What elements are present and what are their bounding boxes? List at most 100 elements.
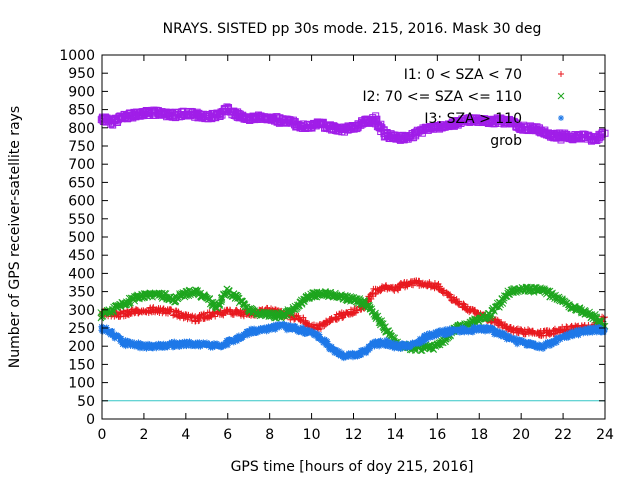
data-point xyxy=(317,336,324,343)
data-point xyxy=(416,340,423,347)
data-point xyxy=(295,329,302,336)
legend-label: I1: 0 < SZA < 70 xyxy=(404,67,522,83)
x-tick-label: 20 xyxy=(512,427,530,443)
data-point xyxy=(215,302,223,309)
data-point xyxy=(248,325,255,332)
y-tick-label: 800 xyxy=(68,121,95,137)
data-point xyxy=(520,338,527,345)
data-point xyxy=(172,298,179,306)
data-point xyxy=(399,340,406,347)
data-point xyxy=(396,343,403,350)
data-point xyxy=(150,304,157,311)
data-point xyxy=(424,333,431,340)
data-point xyxy=(468,329,475,336)
data-point xyxy=(111,335,118,342)
data-point xyxy=(423,336,430,343)
data-point xyxy=(324,340,331,347)
data-point xyxy=(328,344,335,351)
data-point xyxy=(335,315,342,322)
series-3 xyxy=(98,320,608,362)
data-point xyxy=(506,336,513,343)
data-point xyxy=(541,341,548,348)
data-point xyxy=(324,342,331,349)
data-point xyxy=(241,332,248,339)
legend-label: grob xyxy=(490,133,522,149)
data-point xyxy=(324,319,331,326)
data-point xyxy=(218,296,226,304)
data-point xyxy=(339,315,346,322)
data-point xyxy=(339,349,346,356)
data-point xyxy=(170,312,177,319)
data-point xyxy=(546,340,553,347)
data-point xyxy=(355,352,362,359)
data-point xyxy=(390,341,397,348)
data-point xyxy=(366,306,374,313)
legend: I1: 0 < SZA < 70 I2: 70 <= SZA <= 110 I3: … xyxy=(362,67,565,149)
y-tick-label: 150 xyxy=(68,357,95,373)
legend-marker xyxy=(558,71,564,77)
x-tick-label: 10 xyxy=(303,427,321,443)
data-point xyxy=(565,334,572,341)
data-point xyxy=(295,312,302,319)
data-point xyxy=(143,345,150,352)
y-tick-label: 250 xyxy=(68,321,95,337)
y-tick-label: 450 xyxy=(68,248,95,264)
data-point xyxy=(164,344,171,351)
data-point xyxy=(592,324,599,331)
data-point xyxy=(159,306,166,313)
data-point xyxy=(248,330,255,337)
x-tick-label: 24 xyxy=(596,427,614,443)
data-point xyxy=(400,344,407,351)
data-point xyxy=(301,327,308,334)
data-point xyxy=(230,339,237,346)
data-point xyxy=(546,343,553,350)
data-point xyxy=(270,322,277,329)
x-tick-label: 4 xyxy=(181,427,190,443)
data-point xyxy=(103,326,110,333)
data-point xyxy=(436,330,443,337)
data-point xyxy=(153,345,160,352)
series-4 xyxy=(97,103,609,145)
data-point xyxy=(599,128,607,136)
x-tick-label: 22 xyxy=(554,427,572,443)
data-point xyxy=(582,329,589,336)
data-point xyxy=(220,343,227,350)
data-point xyxy=(179,340,186,347)
data-point xyxy=(431,279,438,286)
data-point xyxy=(571,332,578,339)
data-point xyxy=(419,335,426,342)
y-tick-label: 500 xyxy=(68,230,95,246)
data-point xyxy=(337,353,344,360)
y-tick-label: 50 xyxy=(77,394,95,410)
data-point xyxy=(497,333,504,340)
data-point xyxy=(109,327,116,334)
data-point xyxy=(462,327,469,334)
data-point xyxy=(118,335,125,342)
data-point xyxy=(316,333,323,340)
x-axis-label: GPS time [hours of doy 215, 2016] xyxy=(231,459,474,475)
data-point xyxy=(266,327,273,334)
data-point xyxy=(170,340,177,347)
data-point xyxy=(553,334,560,341)
data-point xyxy=(288,322,295,329)
data-point xyxy=(336,347,343,354)
data-point xyxy=(527,339,534,346)
data-point xyxy=(421,338,428,345)
data-point xyxy=(367,344,374,351)
data-point xyxy=(471,306,478,313)
data-point xyxy=(516,336,523,343)
data-point xyxy=(409,340,416,347)
data-point xyxy=(569,332,576,339)
data-point xyxy=(114,332,121,339)
data-point xyxy=(429,330,436,337)
data-point xyxy=(406,344,413,351)
data-point xyxy=(175,343,182,350)
data-point xyxy=(585,327,592,334)
data-point xyxy=(129,338,136,345)
data-point xyxy=(276,322,283,329)
y-tick-label: 100 xyxy=(68,376,95,392)
data-point xyxy=(573,327,580,334)
x-tick-label: 16 xyxy=(428,427,446,443)
x-tick-label: 6 xyxy=(223,427,232,443)
